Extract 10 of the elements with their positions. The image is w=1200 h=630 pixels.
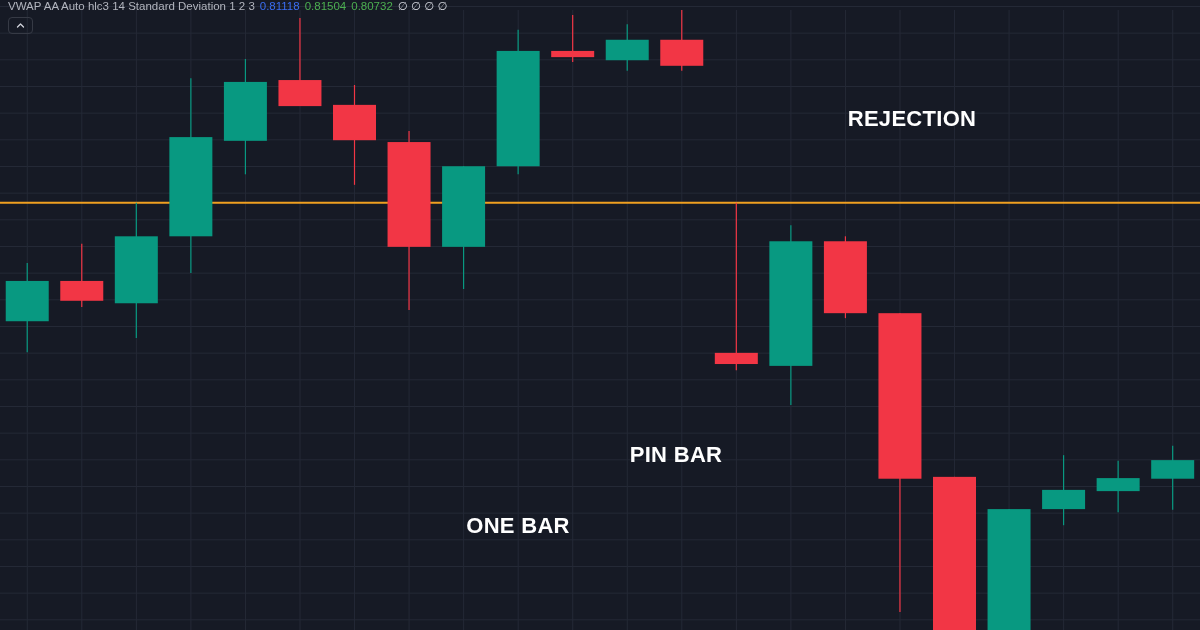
annotation: PIN BAR [629, 442, 723, 468]
annotation: ONE BAR [466, 513, 570, 539]
annotation: ∅ ∅ ∅ ∅ [397, 0, 448, 13]
annotation: 0.81504 [304, 0, 347, 13]
annotation: REJECTION [847, 106, 977, 132]
candlestick [551, 14, 595, 63]
annotation: 0.80732 [351, 0, 393, 13]
annotation: VWAP AA Auto hlc3 14 Standard Deviation 1 2 3 [8, 0, 255, 13]
annotation: 0.81118 [259, 0, 300, 13]
candlestick [714, 202, 758, 371]
